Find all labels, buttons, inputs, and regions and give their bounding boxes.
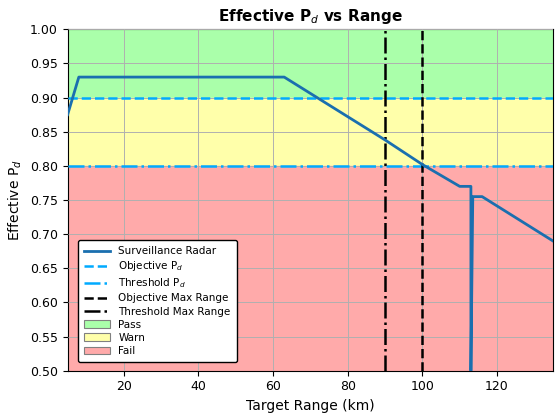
Bar <box>68 29 553 97</box>
Title: Effective P$_d$ vs Range: Effective P$_d$ vs Range <box>218 7 403 26</box>
Bar <box>68 166 553 371</box>
X-axis label: Target Range (km): Target Range (km) <box>246 399 375 413</box>
Bar <box>68 97 553 166</box>
Legend: Surveillance Radar, Objective P$_d$, Threshold P$_d$, Objective Max Range, Thres: Surveillance Radar, Objective P$_d$, Thr… <box>78 240 237 362</box>
Y-axis label: Effective P$_d$: Effective P$_d$ <box>7 159 24 241</box>
